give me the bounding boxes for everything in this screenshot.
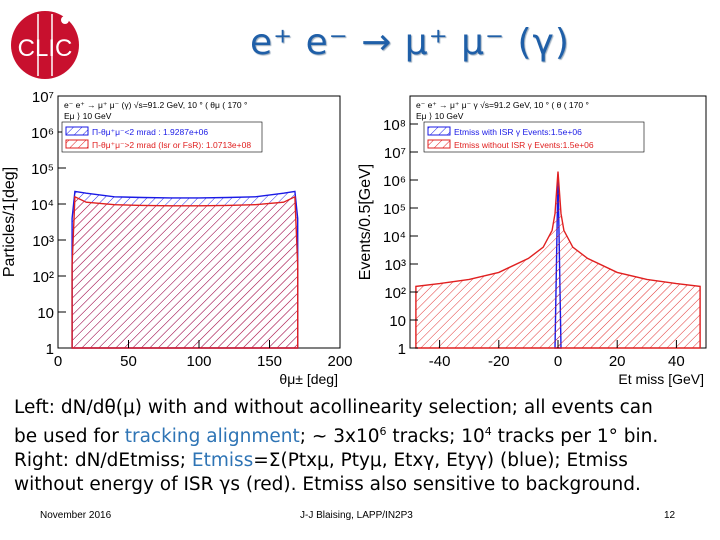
chart-subtitle: Eμ ⟩ 10 GeV <box>64 111 112 121</box>
caption-line-4: without energy of ISR γs (red). Etmiss a… <box>14 474 641 496</box>
x-tick-label: -40 <box>429 353 451 370</box>
chart-subtitle: Eμ ⟩ 10 GeV <box>416 111 464 121</box>
x-tick-label: 0 <box>54 353 62 370</box>
x-tick-label: 0 <box>554 353 562 370</box>
x-tick-label: 40 <box>668 353 685 370</box>
legend-swatch-blue <box>427 126 451 136</box>
y-tick-label: 10⁸ <box>383 117 406 134</box>
y-tick-label: 1 <box>46 341 54 358</box>
y-tick-label: 10² <box>384 285 406 302</box>
y-tick-label: 10 <box>389 313 406 330</box>
y-tick-label: 10⁶ <box>383 173 406 190</box>
footer-author: J-J Blaising, LAPP/IN2P3 <box>300 510 413 521</box>
tracking-alignment-text: tracking alignment <box>124 426 300 448</box>
x-tick-label: 20 <box>609 353 626 370</box>
legend-label-blue: Π-θμ⁺μ⁻<2 mrad : 1.9287e+06 <box>92 127 208 137</box>
caption-line-3: Right: dN/dEtmiss; Etmiss=Σ(Ptxμ, Ptyμ, … <box>14 450 628 472</box>
legend-label-blue: Etmiss with ISR γ Events:1.5e+06 <box>454 127 582 137</box>
y-tick-label: 10⁶ <box>31 125 54 142</box>
legend-swatch-red <box>427 139 451 149</box>
caption-line-1: Left: dN/dθ(μ) with and without acolline… <box>14 397 653 418</box>
slide-title: e⁺ e⁻ → μ⁺ μ⁻ (γ) <box>250 22 570 63</box>
legend-label-red: Etmiss without ISR γ Events:1.5e+06 <box>454 140 594 150</box>
y-tick-label: 10⁵ <box>383 201 406 218</box>
caption: Left: dN/dθ(μ) with and without acolline… <box>14 396 714 497</box>
y-tick-label: 10⁷ <box>32 90 54 106</box>
y-tick-label: 10³ <box>384 257 406 274</box>
y-tick-label: 10⁵ <box>31 161 54 178</box>
y-tick-label: 10⁷ <box>384 145 406 162</box>
x-tick-label: 100 <box>186 353 211 370</box>
caption-line-2: be used for tracking alignment; ~ 3x106 … <box>14 425 659 448</box>
chart-title: e⁻ e⁺ → μ⁺ μ⁻ (γ) √s=91.2 GeV, 10 ° ( θμ… <box>64 100 247 110</box>
legend-label-red: Π-θμ⁺μ⁻>2 mrad (Isr or FsR): 1.0713e+08 <box>92 140 251 150</box>
legend-box <box>61 121 263 153</box>
legend-box <box>423 121 645 153</box>
x-tick-label: 200 <box>327 353 352 370</box>
y-tick-label: 10⁴ <box>31 197 54 214</box>
y-tick-label: 10⁴ <box>383 229 406 246</box>
legend-swatch-blue <box>65 126 89 136</box>
chart-title: e⁻ e⁺ → μ⁺ μ⁻ γ √s=91.2 GeV, 10 ° ( θ ( … <box>416 100 589 110</box>
x-tick-label: 150 <box>257 353 282 370</box>
x-tick-label: -20 <box>488 353 510 370</box>
legend-swatch-red <box>65 139 89 149</box>
series-red-area <box>71 195 299 349</box>
series-red-area <box>415 171 701 349</box>
x-tick-label: 50 <box>120 353 137 370</box>
footer-page: 12 <box>664 510 676 521</box>
footer-date: November 2016 <box>40 510 112 521</box>
x-axis-label: θμ± [deg] <box>279 371 338 387</box>
y-tick-label: 10 <box>37 305 54 322</box>
y-axis-label: Events/0.5[GeV] <box>357 164 374 281</box>
y-tick-label: 10² <box>32 269 54 286</box>
y-tick-label: 10³ <box>32 233 54 250</box>
logo-text: CLIC <box>18 35 73 62</box>
y-axis-label: Particles/1[deg] <box>1 167 18 277</box>
etmiss-text: Etmiss <box>191 450 254 472</box>
clic-logo: CLIC <box>11 11 79 79</box>
x-axis-label: Et miss [GeV] <box>618 371 704 387</box>
y-tick-label: 1 <box>398 341 406 358</box>
